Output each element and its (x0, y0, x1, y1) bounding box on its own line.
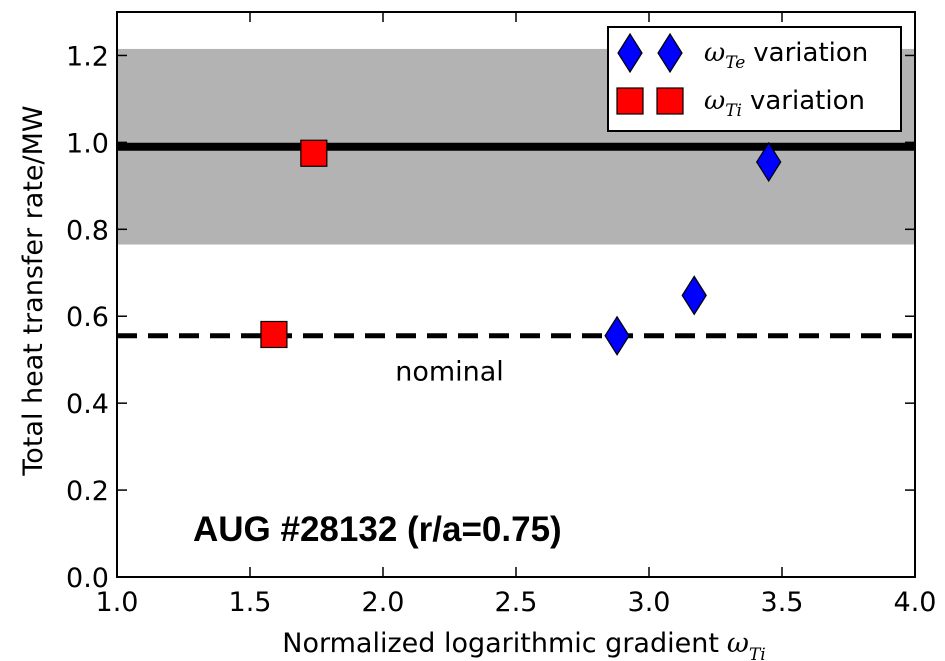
reference-lines-layer (117, 142, 915, 339)
x-axis-title-subscript: Ti (749, 645, 766, 661)
y-tick-label: 0.0 (66, 563, 109, 594)
x-tick-label: 3.5 (761, 587, 804, 618)
y-tick-label: 1.0 (66, 128, 109, 159)
y-tick-label: 0.4 (66, 389, 109, 420)
y-axis-title: Total heat transfer rate/MW (18, 105, 49, 476)
data-point-diamond (755, 141, 782, 183)
legend-diamond-marker (617, 32, 643, 74)
x-tick-label: 2.5 (495, 587, 538, 618)
y-tick-label: 0.8 (66, 215, 109, 246)
data-point-square (260, 320, 288, 349)
legend-label-text: variation (750, 86, 865, 116)
legend-square-marker (616, 87, 644, 115)
nominal-label: nominal (395, 357, 504, 388)
data-point-diamond (604, 315, 630, 356)
legend-label-symbol: ω (704, 38, 725, 68)
x-axis-title: Normalized logarithmic gradient ωTi (282, 628, 765, 661)
legend-label-subscript: Te (725, 53, 745, 73)
x-axis-title-text: Normalized logarithmic gradient (282, 628, 719, 659)
legend-label-text: variation (753, 38, 868, 68)
legend-label: ωTe variation (704, 38, 868, 73)
x-tick-label: 3.0 (628, 587, 671, 618)
legend-diamond-marker (657, 32, 683, 74)
chart-title: AUG #28132 (r/a=0.75) (193, 510, 562, 549)
annotations-layer: nominal AUG #28132 (r/a=0.75) Total heat… (18, 105, 766, 661)
x-tick-label: 1.0 (96, 587, 139, 618)
data-points-layer (260, 139, 782, 356)
legend-label: ωTi variation (704, 86, 865, 121)
legend-label-symbol: ω (704, 86, 725, 116)
x-axis-title-symbol: ω (727, 628, 749, 659)
y-tick-label: 0.6 (66, 302, 109, 333)
legend-square-marker (656, 87, 684, 115)
axes-layer: 1.0 1.5 2.0 2.5 3.0 3.5 4.0 0.0 0.2 0.4 0.6 0.8 1.0 1… (66, 11, 937, 618)
data-point-diamond (681, 275, 707, 316)
x-tick-label: 1.5 (229, 587, 272, 618)
y-tick-label: 0.2 (66, 476, 109, 507)
y-tick-label: 1.2 (66, 41, 109, 72)
data-point-square (300, 139, 328, 167)
x-tick-label: 4.0 (894, 587, 937, 618)
x-tick-label: 2.0 (362, 587, 405, 618)
legend-label-subscript: Ti (725, 101, 742, 121)
